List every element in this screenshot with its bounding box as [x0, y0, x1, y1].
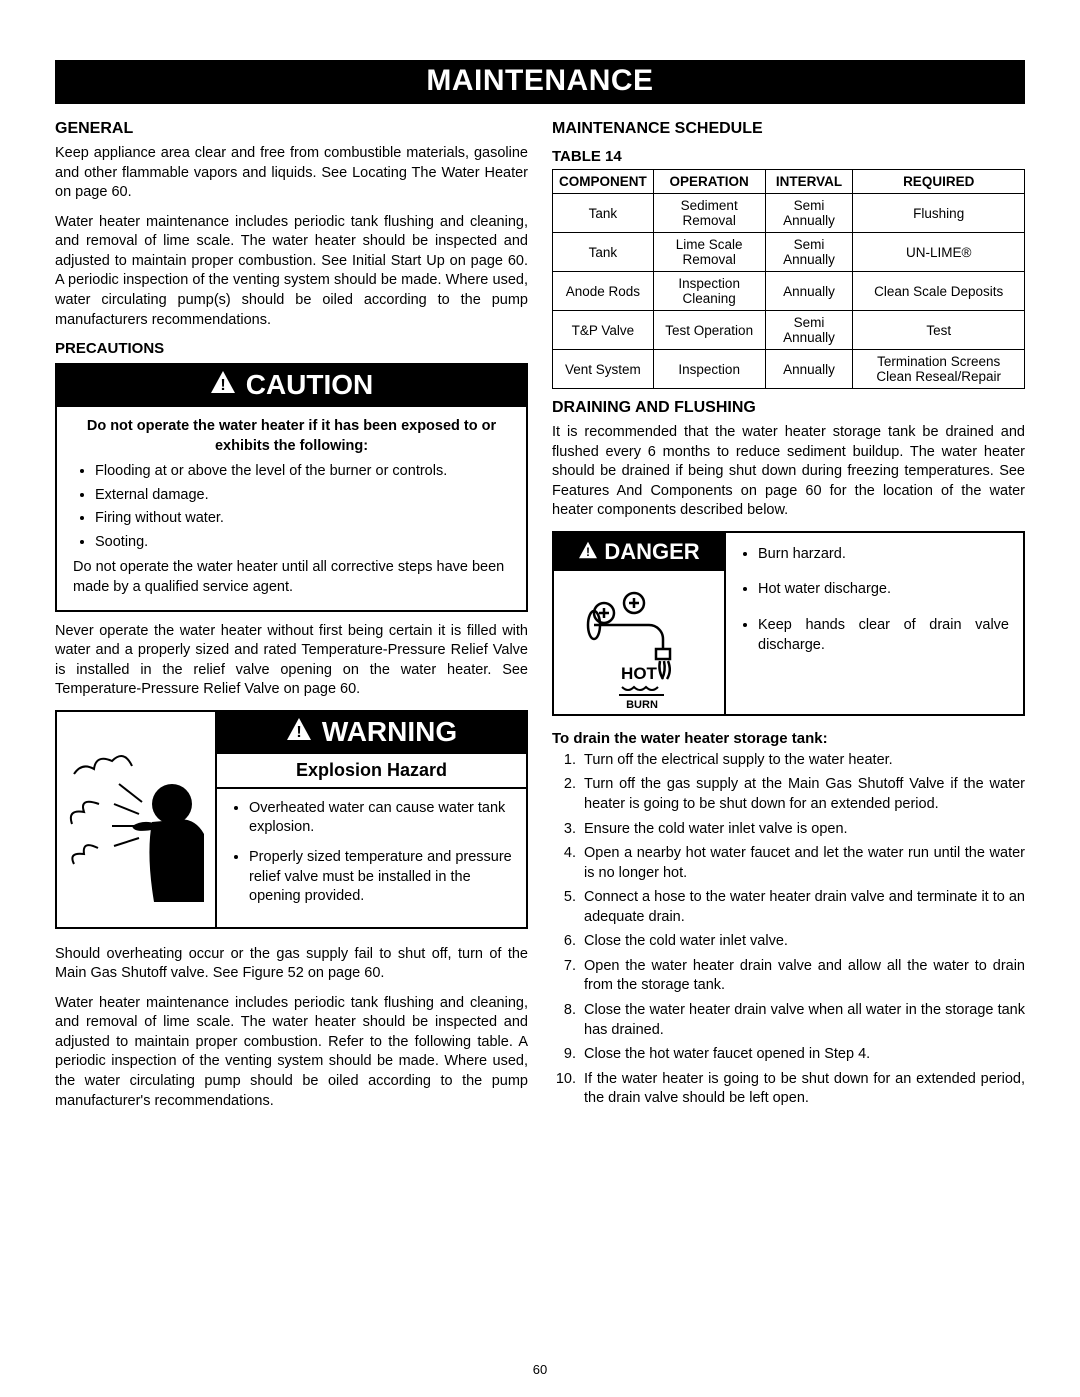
warning-list: Overheated water can cause water tank ex… [249, 799, 512, 907]
step: Close the hot water faucet opened in Ste… [580, 1045, 1025, 1065]
danger-list: Burn harzard. Hot water discharge. Keep … [758, 545, 1009, 655]
precautions-heading: PRECAUTIONS [55, 340, 528, 357]
warning-title: WARNING [322, 716, 457, 748]
cell: Test Operation [653, 311, 765, 350]
cell: Sediment Removal [653, 194, 765, 233]
cell: Annually [765, 272, 853, 311]
th-interval: INTERVAL [765, 170, 853, 194]
after-warn-p1: Should overheating occur or the gas supp… [55, 945, 528, 984]
after-warn-p2: Water heater maintenance includes period… [55, 994, 528, 1111]
caution-box: ! CAUTION Do not operate the water heate… [55, 363, 528, 612]
caution-bullet: Flooding at or above the level of the bu… [95, 462, 510, 482]
warning-subtitle: Explosion Hazard [217, 754, 526, 789]
cell: Semi Annually [765, 311, 853, 350]
step: Turn off the electrical supply to the wa… [580, 751, 1025, 771]
danger-box: ! DANGER [552, 531, 1025, 716]
th-operation: OPERATION [653, 170, 765, 194]
danger-title: DANGER [604, 539, 699, 565]
table-row: Vent System Inspection Annually Terminat… [553, 350, 1025, 389]
caution-title: CAUTION [246, 369, 374, 401]
cell: Inspection Cleaning [653, 272, 765, 311]
danger-bullet: Keep hands clear of drain valve discharg… [758, 616, 1009, 655]
caution-list: Flooding at or above the level of the bu… [95, 462, 510, 552]
drain-steps: Turn off the electrical supply to the wa… [552, 751, 1025, 1109]
cell: Semi Annually [765, 233, 853, 272]
warning-bullet: Overheated water can cause water tank ex… [249, 799, 512, 838]
cell: Termination Screens Clean Reseal/Repair [853, 350, 1025, 389]
table-row: Tank Sediment Removal Semi Annually Flus… [553, 194, 1025, 233]
warning-bullet: Properly sized temperature and pressure … [249, 848, 512, 907]
table-label: TABLE 14 [552, 148, 1025, 165]
cell: Inspection [653, 350, 765, 389]
schedule-heading: MAINTENANCE SCHEDULE [552, 120, 1025, 138]
th-required: REQUIRED [853, 170, 1025, 194]
cell: Tank [553, 194, 654, 233]
step: Turn off the gas supply at the Main Gas … [580, 775, 1025, 814]
danger-illustration: HOT BURN [554, 571, 724, 714]
left-column: GENERAL Keep appliance area clear and fr… [55, 114, 528, 1121]
draining-p: It is recommended that the water heater … [552, 423, 1025, 521]
svg-text:BURN: BURN [626, 699, 658, 710]
drain-steps-heading: To drain the water heater storage tank: [552, 730, 1025, 747]
danger-icon: ! [578, 539, 598, 565]
caution-intro: Do not operate the water heater if it ha… [73, 417, 510, 456]
warning-header: ! WARNING [217, 712, 526, 754]
danger-header: ! DANGER [554, 533, 724, 571]
svg-text:!: ! [220, 377, 225, 394]
step: Connect a hose to the water heater drain… [580, 888, 1025, 927]
right-column: MAINTENANCE SCHEDULE TABLE 14 COMPONENT … [552, 114, 1025, 1121]
step: Close the water heater drain valve when … [580, 1001, 1025, 1040]
cell: Annually [765, 350, 853, 389]
cell: T&P Valve [553, 311, 654, 350]
caution-after: Do not operate the water heater until al… [73, 558, 510, 597]
warning-icon: ! [286, 716, 312, 748]
caution-bullet: Sooting. [95, 533, 510, 553]
general-p2: Water heater maintenance includes period… [55, 213, 528, 330]
caution-bullet: Firing without water. [95, 509, 510, 529]
maintenance-table: COMPONENT OPERATION INTERVAL REQUIRED Ta… [552, 169, 1025, 389]
step: If the water heater is going to be shut … [580, 1070, 1025, 1109]
caution-header: ! CAUTION [57, 365, 526, 407]
danger-bullet: Burn harzard. [758, 545, 1009, 565]
cell: Semi Annually [765, 194, 853, 233]
step: Ensure the cold water inlet valve is ope… [580, 820, 1025, 840]
caution-icon: ! [210, 369, 236, 401]
th-component: COMPONENT [553, 170, 654, 194]
step: Close the cold water inlet valve. [580, 932, 1025, 952]
warning-illustration [57, 712, 217, 927]
warning-box: ! WARNING Explosion Hazard Overheated wa… [55, 710, 528, 929]
cell: Vent System [553, 350, 654, 389]
svg-text:!: ! [586, 545, 590, 559]
cell: UN-LIME® [853, 233, 1025, 272]
after-caution-p: Never operate the water heater without f… [55, 622, 528, 700]
cell: Lime Scale Removal [653, 233, 765, 272]
draining-heading: DRAINING AND FLUSHING [552, 399, 1025, 417]
table-row: Anode Rods Inspection Cleaning Annually … [553, 272, 1025, 311]
section-banner: MAINTENANCE [55, 60, 1025, 104]
table-row: T&P Valve Test Operation Semi Annually T… [553, 311, 1025, 350]
general-heading: GENERAL [55, 120, 528, 138]
danger-bullet: Hot water discharge. [758, 580, 1009, 600]
cell: Anode Rods [553, 272, 654, 311]
step: Open the water heater drain valve and al… [580, 957, 1025, 996]
page-number: 60 [0, 1362, 1080, 1377]
cell: Test [853, 311, 1025, 350]
caution-bullet: External damage. [95, 486, 510, 506]
svg-text:!: ! [296, 724, 301, 741]
cell: Tank [553, 233, 654, 272]
svg-text:HOT: HOT [621, 664, 658, 683]
table-row: Tank Lime Scale Removal Semi Annually UN… [553, 233, 1025, 272]
cell: Clean Scale Deposits [853, 272, 1025, 311]
step: Open a nearby hot water faucet and let t… [580, 844, 1025, 883]
cell: Flushing [853, 194, 1025, 233]
general-p1: Keep appliance area clear and free from … [55, 144, 528, 203]
